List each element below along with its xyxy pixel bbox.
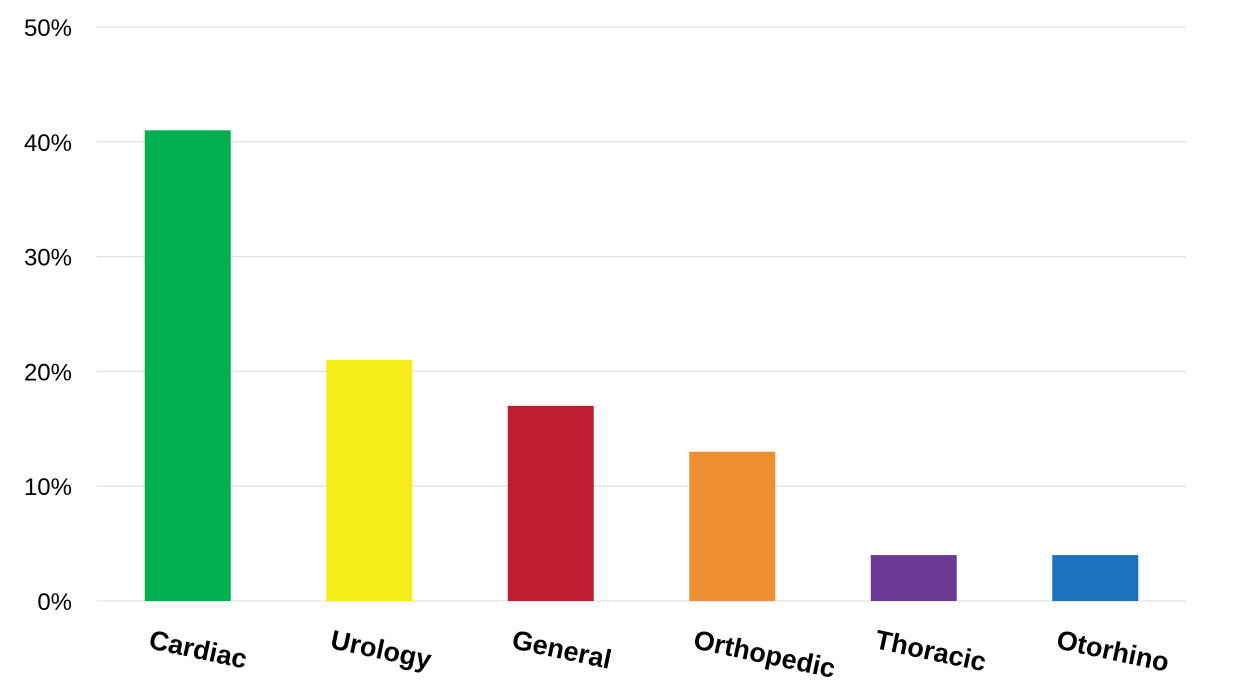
y-tick-label: 30% <box>24 245 72 272</box>
x-tick-label-thoracic: Thoracic <box>873 625 989 678</box>
bars <box>144 130 1139 601</box>
x-axis-tick-labels: Cardiac Urology General Orthopedic Thoracic O… <box>147 625 1172 684</box>
bar-general <box>507 405 594 601</box>
y-tick-label: 20% <box>24 359 72 386</box>
gridlines <box>97 26 1186 602</box>
y-tick-label: 10% <box>24 474 72 501</box>
y-tick-label: 40% <box>24 130 72 157</box>
x-tick-label-general: General <box>510 625 615 675</box>
x-tick-label-cardiac: Cardiac <box>147 625 250 675</box>
bar-orthopedic <box>689 451 776 601</box>
x-tick-label-orthopedic: Orthopedic <box>691 625 838 684</box>
y-tick-label: 50% <box>24 15 72 42</box>
x-tick-label-urology: Urology <box>328 625 434 676</box>
bar-otorhino <box>1052 555 1139 601</box>
bar-urology <box>326 359 413 601</box>
y-axis-tick-labels: 0% 10% 20% 30% 40% 50% <box>24 15 72 616</box>
y-tick-label: 0% <box>37 589 72 616</box>
bar-cardiac <box>144 130 231 601</box>
x-tick-label-otorhino: Otorhino <box>1054 625 1172 678</box>
bar-thoracic <box>870 555 957 601</box>
